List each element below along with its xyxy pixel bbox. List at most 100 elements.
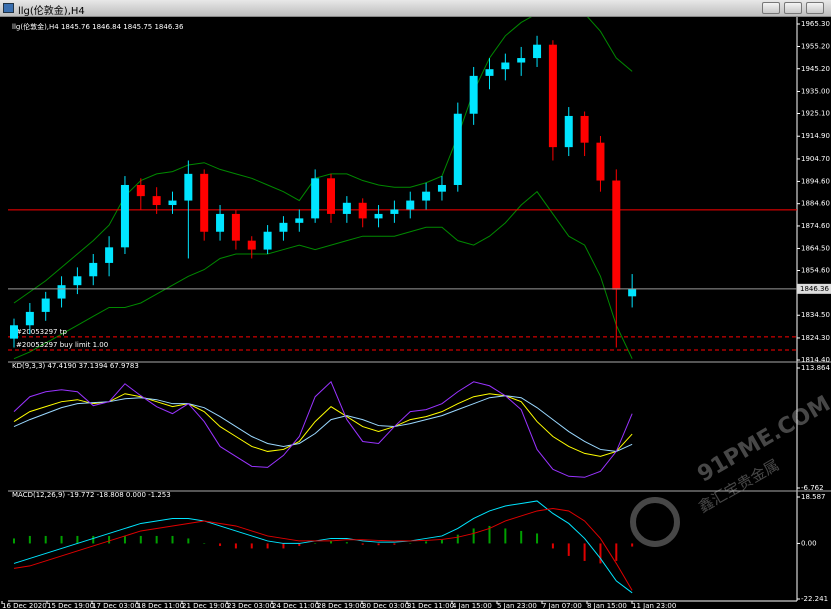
y-tick-label: -22.241 <box>801 595 828 603</box>
close-button[interactable] <box>806 2 824 14</box>
window-icon <box>3 3 14 13</box>
bollinger-band <box>13 17 633 304</box>
y-tick-label: 1834.50 <box>801 311 830 319</box>
histogram-bar <box>488 525 491 544</box>
candle-body <box>406 200 415 210</box>
candle-body <box>548 44 557 148</box>
x-tick-label: 4 Jan 15:00 <box>452 602 492 609</box>
y-tick-label: 1914.90 <box>801 132 830 140</box>
histogram-bar <box>504 528 507 544</box>
histogram-bar <box>282 543 285 549</box>
candle-body <box>358 202 367 219</box>
histogram-bar <box>155 535 158 544</box>
histogram-bar <box>250 543 253 549</box>
candle-body <box>628 288 637 297</box>
x-tick-label: 23 Dec 03:00 <box>227 602 274 609</box>
candle-body <box>422 191 431 201</box>
candle-body <box>612 180 621 290</box>
histogram-bar <box>425 541 428 544</box>
watermark-logo <box>630 497 680 547</box>
histogram-bar <box>60 535 63 544</box>
candle-body <box>501 62 510 70</box>
histogram-bar <box>440 539 443 544</box>
candle-body <box>453 113 462 185</box>
y-tick-label: 1864.50 <box>801 244 830 252</box>
candle-body <box>152 196 161 206</box>
panel-title: KD(9,3,3) 47.4190 37.1394 67.9783 <box>12 362 139 370</box>
candle-body <box>342 202 351 214</box>
histogram-bar <box>234 543 237 549</box>
y-tick-label: 0.00 <box>801 539 817 547</box>
window-title: llg(伦敦金),H4 <box>18 6 85 17</box>
y-tick-label: 18.587 <box>801 493 826 501</box>
candle-body <box>517 58 526 63</box>
candle-body <box>10 325 18 339</box>
histogram-bar <box>615 543 618 561</box>
bollinger-band <box>13 190 633 360</box>
x-tick-label: 28 Dec 19:00 <box>317 602 364 609</box>
candle-body <box>485 69 494 76</box>
y-tick-label: 1965.30 <box>801 20 830 28</box>
histogram-bar <box>108 535 111 544</box>
y-tick-label: 1814.40 <box>801 356 830 364</box>
histogram-bar <box>551 543 554 549</box>
histogram-bar <box>266 543 269 549</box>
x-tick-label: 24 Dec 11:00 <box>272 602 319 609</box>
candle-body <box>136 184 145 197</box>
y-tick-label: 1904.70 <box>801 155 830 163</box>
indicator-line <box>13 393 633 457</box>
chart-background <box>0 17 831 609</box>
histogram-bar <box>631 543 634 547</box>
candle-body <box>89 262 98 277</box>
histogram-bar <box>520 530 523 544</box>
candle-body <box>57 285 66 299</box>
candle-body <box>374 213 383 219</box>
candle-body <box>73 276 82 286</box>
candle-body <box>105 247 114 263</box>
y-tick-label: 1935.00 <box>801 87 830 95</box>
histogram-bar <box>536 533 539 544</box>
x-tick-label: 8 Jan 15:00 <box>587 602 627 609</box>
x-tick-label: 15 Dec 19:00 <box>47 602 94 609</box>
candle-body <box>168 200 177 206</box>
y-tick-label: 1894.60 <box>801 177 830 185</box>
current-price-box <box>797 283 831 294</box>
x-tick-label: 5 Jan 23:00 <box>497 602 537 609</box>
histogram-bar <box>393 543 396 545</box>
order-label: #20053297 tp <box>16 328 67 336</box>
candle-body <box>596 142 605 181</box>
histogram-bar <box>330 540 332 544</box>
order-label: #20053297 buy limit 1.00 <box>16 341 108 349</box>
histogram-bar <box>76 535 79 544</box>
candle-body <box>437 184 446 192</box>
histogram-bar <box>203 543 206 544</box>
histogram-bar <box>13 538 15 544</box>
candle-body <box>469 75 478 114</box>
histogram-bar <box>187 538 190 544</box>
histogram-bar <box>456 534 459 544</box>
histogram-bar <box>28 535 31 544</box>
candle-body <box>390 209 399 214</box>
candle-body <box>184 173 193 201</box>
candle-body <box>120 184 129 248</box>
panel-title: MACD(12,26,9) -19.772 -18.808 0.000 -1.2… <box>12 491 171 499</box>
candle-body <box>247 240 256 250</box>
x-tick-label: 7 Jan 07:00 <box>542 602 582 609</box>
histogram-bar <box>345 542 348 544</box>
histogram-bar <box>472 528 475 544</box>
candle-body <box>41 298 50 312</box>
histogram-bar <box>361 543 364 545</box>
candle-body <box>279 222 288 232</box>
candle-body <box>216 213 225 232</box>
x-tick-label: 31 Dec 11:00 <box>407 602 454 609</box>
histogram-bar <box>599 543 602 564</box>
candle-body <box>564 115 573 148</box>
restore-button[interactable] <box>784 2 802 14</box>
x-tick-label: 16 Dec 2020 <box>2 602 47 609</box>
y-tick-label: 1955.20 <box>801 42 830 50</box>
histogram-bar <box>409 543 412 544</box>
histogram-bar <box>298 543 301 546</box>
histogram-bar <box>139 535 142 544</box>
minimize-button[interactable] <box>762 2 780 14</box>
candle-body <box>200 173 209 232</box>
